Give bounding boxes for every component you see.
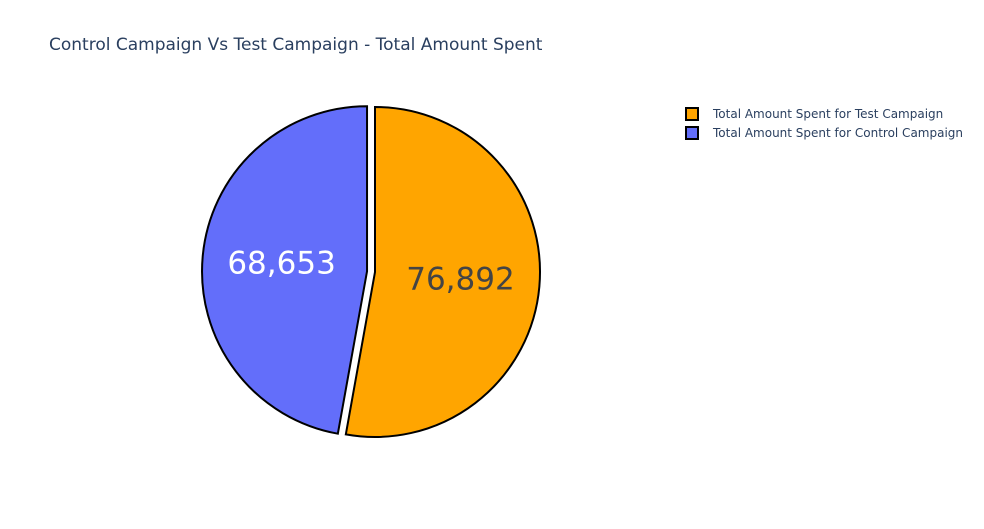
pie-slice-label-1: 76,892 — [406, 262, 514, 298]
pie-slice-label-2: 68,653 — [227, 246, 335, 282]
legend-swatch-1 — [685, 107, 699, 121]
pie-slices — [201, 105, 541, 438]
legend-item-2[interactable]: Total Amount Spent for Control Campaign — [685, 126, 963, 140]
pie-slice-1 — [344, 105, 541, 438]
legend-label-1: Total Amount Spent for Test Campaign — [712, 107, 943, 121]
pie-slice-labels: 76,892 68,653 — [227, 246, 514, 298]
chart-title: Control Campaign Vs Test Campaign - Tota… — [49, 35, 543, 55]
legend-item-1[interactable]: Total Amount Spent for Test Campaign — [685, 107, 943, 121]
legend-label-2: Total Amount Spent for Control Campaign — [712, 126, 963, 140]
legend-swatch-2 — [685, 126, 699, 140]
legend: Total Amount Spent for Test Campaign Tota… — [685, 107, 963, 140]
pie-slice-2 — [201, 105, 369, 435]
